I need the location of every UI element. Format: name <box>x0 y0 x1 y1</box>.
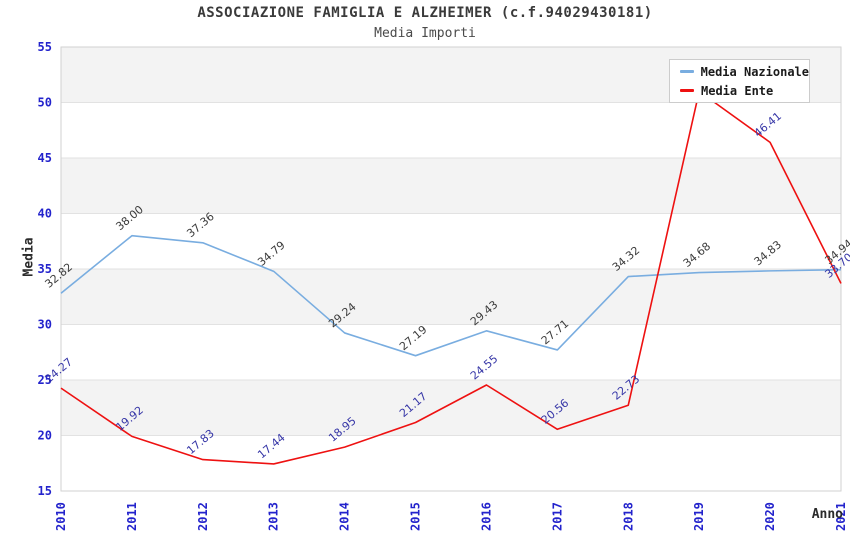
plot-band <box>61 158 841 214</box>
data-label: 37.36 <box>184 210 216 240</box>
x-tick-label: 2021 <box>834 502 848 531</box>
y-axis-title: Media <box>21 237 37 277</box>
y-tick-label: 40 <box>38 207 52 221</box>
x-axis-title: Anno <box>811 507 843 522</box>
x-tick-label: 2017 <box>550 502 564 531</box>
plot-border <box>60 46 842 492</box>
legend-swatch-blue-icon <box>680 70 694 73</box>
data-label: 34.83 <box>752 238 784 268</box>
legend-label: Media Ente <box>701 83 774 98</box>
y-tick-label: 15 <box>38 484 52 498</box>
x-tick-label: 2010 <box>54 502 68 531</box>
data-label: 34.68 <box>681 240 713 270</box>
data-label: 46.41 <box>752 110 784 140</box>
data-label: 24.55 <box>468 352 500 382</box>
x-tick-label: 2014 <box>338 502 352 531</box>
y-tick-label: 30 <box>38 318 52 332</box>
series-line <box>60 234 842 357</box>
chart-subtitle: Media Importi <box>374 26 476 41</box>
legend-item-media-ente: Media Ente <box>670 84 809 98</box>
x-tick-label: 2013 <box>267 502 281 531</box>
legend-swatch-red-icon <box>680 89 694 92</box>
legend-label: Media Nazionale <box>700 64 809 79</box>
chart-title: ASSOCIAZIONE FAMIGLIA E ALZHEIMER (c.f.9… <box>197 5 653 21</box>
data-label: 34.79 <box>255 239 287 269</box>
legend: Media Nazionale Media Ente <box>669 59 810 103</box>
plot-band <box>61 269 841 325</box>
x-tick-label: 2015 <box>409 502 423 531</box>
y-tick-label: 20 <box>38 429 52 443</box>
y-tick-label: 55 <box>38 40 52 54</box>
x-tick-label: 2019 <box>692 502 706 531</box>
x-tick-label: 2016 <box>479 502 493 531</box>
data-label: 27.19 <box>397 323 429 353</box>
x-tick-label: 2012 <box>196 502 210 531</box>
legend-item-media-nazionale: Media Nazionale <box>670 65 809 79</box>
x-tick-label: 2020 <box>763 502 777 531</box>
plot-band <box>61 380 841 436</box>
y-tick-label: 45 <box>38 151 52 165</box>
y-tick-label: 50 <box>38 96 52 110</box>
x-tick-label: 2011 <box>125 502 139 531</box>
y-tick-label: 25 <box>38 373 52 387</box>
y-tick-label: 35 <box>38 262 52 276</box>
x-tick-label: 2018 <box>621 502 635 531</box>
